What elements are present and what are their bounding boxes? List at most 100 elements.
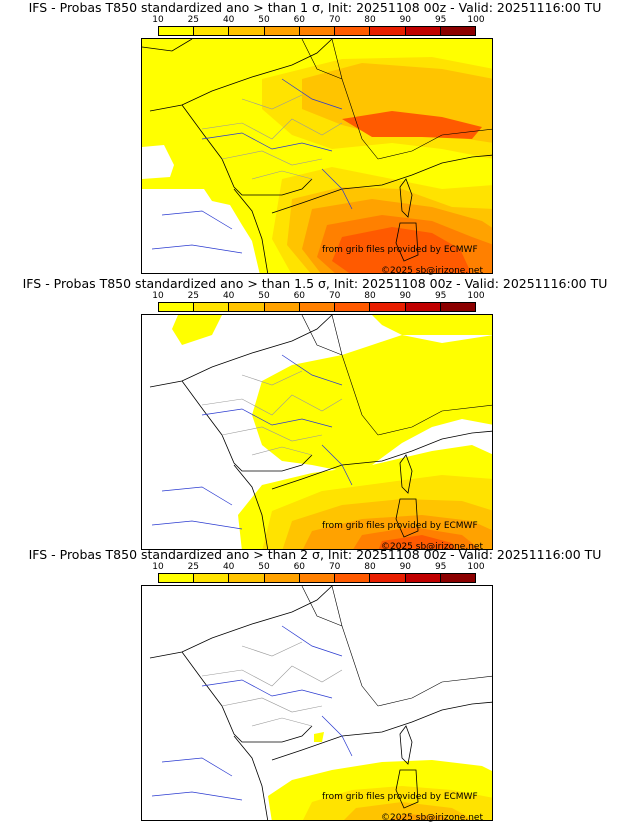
colorbar-tick: 40 [222, 562, 235, 572]
colorbar-tick: 80 [364, 15, 376, 25]
colorbar-tick: 60 [293, 291, 306, 301]
colorbar-segment [159, 27, 195, 35]
border-line [301, 39, 492, 160]
coastline-britain [142, 39, 193, 52]
probability-map [141, 314, 493, 550]
coastline-biscay [181, 380, 313, 472]
colorbar-tick: 25 [187, 15, 200, 25]
colorbar-tick: 50 [258, 291, 270, 301]
colorbar-segment [440, 303, 475, 311]
corsica-outline [399, 178, 413, 218]
coastline-mediterranean [271, 154, 492, 214]
sea-area-iberia [142, 189, 260, 273]
admin-boundaries [201, 370, 343, 456]
colorbar-segment [264, 574, 300, 582]
colorbar-tick: 70 [328, 291, 341, 301]
probability-contour-10-spot [314, 732, 324, 742]
colorbar-segment [335, 27, 371, 35]
colorbar-tick: 90 [399, 562, 412, 572]
sardinia-outline [395, 498, 419, 538]
coastline-france [149, 586, 333, 659]
colorbar-tick: 95 [434, 562, 447, 572]
credit-source: from grib files provided by ECMWF [322, 245, 478, 255]
colorbar-segment [440, 574, 475, 582]
colorbar [158, 26, 476, 36]
colorbar-tick: 95 [434, 15, 447, 25]
colorbar [158, 302, 476, 312]
colorbar-segment [264, 303, 300, 311]
colorbar-segment [335, 303, 371, 311]
colorbar-tick: 60 [293, 562, 306, 572]
colorbar-tick: 95 [434, 291, 447, 301]
coastline-biscay [181, 651, 313, 743]
probability-contour-50 [388, 814, 449, 820]
colorbar-segment [194, 27, 230, 35]
colorbar-segment [299, 27, 336, 35]
colorbar-segment [159, 303, 195, 311]
probability-contour-70 [378, 535, 455, 549]
colorbar-tick: 50 [258, 562, 270, 572]
colorbar-tick: 70 [328, 15, 341, 25]
colorbar-tick: 90 [399, 15, 412, 25]
colorbar-tick: 25 [187, 562, 200, 572]
panel-3: IFS - Probas T850 standardized ano > tha… [0, 547, 630, 823]
colorbar-ticks: 10 25 40 50 60 70 80 90 95 100 [152, 291, 484, 301]
credit-source: from grib files provided by ECMWF [322, 792, 478, 802]
coastline-mediterranean [271, 701, 492, 761]
credit-source: from grib files provided by ECMWF [322, 521, 478, 531]
colorbar-tick: 80 [364, 291, 376, 301]
colorbar-tick: 100 [467, 15, 485, 25]
admin-boundaries [201, 94, 343, 180]
coastline-spain [233, 735, 269, 820]
colorbar-tick: 40 [222, 291, 235, 301]
panel-title: IFS - Probas T850 standardized ano > tha… [22, 276, 608, 291]
credit-copyright: ©2025 sb@irizone.net [381, 266, 483, 276]
colorbar-tick: 10 [152, 291, 164, 301]
colorbar-tick: 40 [222, 15, 235, 25]
colorbar-segment [440, 27, 475, 35]
panel-title: IFS - Probas T850 standardized ano > tha… [28, 547, 602, 562]
border-line [301, 586, 492, 707]
border-line [301, 315, 492, 436]
colorbar-segment [229, 303, 265, 311]
panel-title: IFS - Probas T850 standardized ano > tha… [28, 0, 602, 15]
colorbar-tick: 70 [328, 562, 341, 572]
coastline-mediterranean [271, 430, 492, 490]
sardinia-outline [395, 769, 419, 809]
colorbar-segment [194, 574, 230, 582]
colorbar-tick: 100 [467, 291, 485, 301]
colorbar-segment [405, 303, 441, 311]
colorbar-segment [229, 27, 265, 35]
colorbar-tick: 80 [364, 562, 376, 572]
probability-contour-70-north [342, 111, 482, 139]
corsica-outline [399, 725, 413, 765]
panel-2: IFS - Probas T850 standardized ano > tha… [0, 276, 630, 552]
colorbar-segment [159, 574, 195, 582]
river-lines [151, 354, 353, 530]
colorbar-ticks: 10 25 40 50 60 70 80 90 95 100 [152, 562, 484, 572]
colorbar-segment [405, 574, 441, 582]
colorbar-segment [264, 27, 300, 35]
colorbar-segment [405, 27, 441, 35]
credit-copyright: ©2025 sb@irizone.net [381, 542, 483, 552]
colorbar-tick: 25 [187, 291, 200, 301]
panel-1: IFS - Probas T850 standardized ano > tha… [0, 0, 630, 276]
sardinia-outline [395, 222, 419, 262]
colorbar-tick: 10 [152, 562, 164, 572]
river-lines [151, 625, 353, 801]
corsica-outline [399, 454, 413, 494]
river-lines [151, 78, 353, 254]
colorbar-segment [370, 27, 406, 35]
colorbar [158, 573, 476, 583]
colorbar-segment [370, 303, 406, 311]
colorbar-tick: 10 [152, 15, 164, 25]
colorbar-tick: 90 [399, 291, 412, 301]
coastline-spain [233, 464, 269, 549]
credit-copyright: ©2025 sb@irizone.net [381, 813, 483, 823]
colorbar-ticks: 10 25 40 50 60 70 80 90 95 100 [152, 15, 484, 25]
coastline-biscay [181, 104, 313, 196]
admin-boundaries [201, 641, 343, 727]
colorbar-segment [229, 574, 265, 582]
colorbar-tick: 60 [293, 15, 306, 25]
colorbar-segment [370, 574, 406, 582]
